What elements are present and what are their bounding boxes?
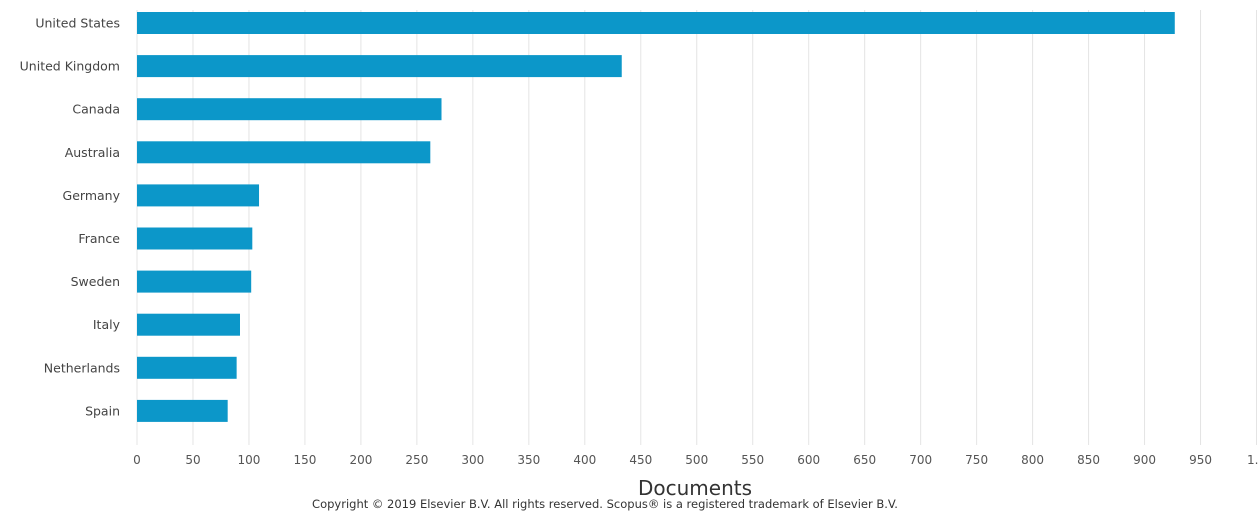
category-label: Italy	[93, 317, 121, 332]
x-tick-labels: 0 50 100 150 200 250 300 350 400 450 500 550 600 650 7…	[133, 453, 1258, 467]
bar-italy[interactable]	[137, 313, 240, 336]
x-tick-label: 0	[133, 453, 141, 467]
category-label: France	[78, 231, 120, 246]
x-tick-label: 800	[1021, 453, 1044, 467]
copyright-notice: Copyright © 2019 Elsevier B.V. All right…	[312, 497, 898, 511]
gridlines	[136, 10, 1257, 445]
bar-united-states[interactable]	[137, 12, 1175, 34]
category-label: Netherlands	[44, 360, 120, 375]
x-tick-label: 950	[1189, 453, 1212, 467]
x-tick-label: 350	[517, 453, 540, 467]
bars	[137, 12, 1175, 422]
bar-australia[interactable]	[137, 141, 431, 164]
x-tick-label: 150	[293, 453, 316, 467]
x-tick-label: 550	[741, 453, 764, 467]
x-tick-label: 50	[185, 453, 200, 467]
x-tick-label: 900	[1133, 453, 1156, 467]
x-tick-label: 200	[349, 453, 372, 467]
bar-germany[interactable]	[137, 184, 260, 207]
x-tick-label: 1...	[1247, 453, 1258, 467]
x-tick-label: 700	[909, 453, 932, 467]
bar-canada[interactable]	[137, 98, 442, 121]
x-tick-label: 400	[573, 453, 596, 467]
x-tick-label: 450	[629, 453, 652, 467]
x-tick-label: 650	[853, 453, 876, 467]
category-label: Sweden	[71, 274, 120, 289]
x-tick-label: 250	[405, 453, 428, 467]
bar-france[interactable]	[137, 227, 253, 250]
bar-netherlands[interactable]	[137, 356, 237, 379]
category-label: United Kingdom	[20, 59, 120, 74]
x-tick-label: 300	[461, 453, 484, 467]
x-tick-label: 500	[685, 453, 708, 467]
category-label: Canada	[72, 102, 120, 117]
category-label: United States	[35, 16, 120, 31]
bar-sweden[interactable]	[137, 270, 252, 293]
category-label: Germany	[63, 188, 121, 203]
bar-spain[interactable]	[137, 399, 228, 422]
bar-united-kingdom[interactable]	[137, 55, 622, 78]
x-tick-label: 100	[237, 453, 260, 467]
category-label: Spain	[85, 403, 120, 418]
category-labels: United States United Kingdom Canada Austral…	[20, 16, 121, 419]
x-tick-label: 750	[965, 453, 988, 467]
x-tick-label: 600	[797, 453, 820, 467]
x-tick-label: 850	[1077, 453, 1100, 467]
category-label: Australia	[65, 145, 120, 160]
x-axis-label: Documents	[638, 476, 752, 500]
